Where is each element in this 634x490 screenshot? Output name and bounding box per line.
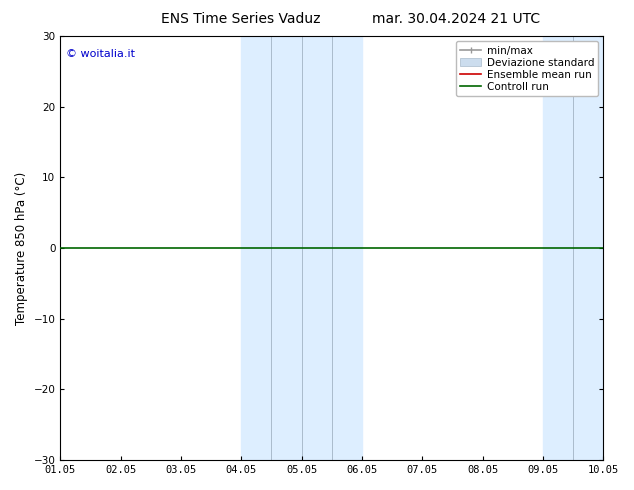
Text: ENS Time Series Vaduz: ENS Time Series Vaduz [161,12,321,26]
Bar [543,36,604,460]
Text: © woitalia.it: © woitalia.it [66,49,134,59]
Text: mar. 30.04.2024 21 UTC: mar. 30.04.2024 21 UTC [372,12,541,26]
Legend: min/max, Deviazione standard, Ensemble mean run, Controll run: min/max, Deviazione standard, Ensemble m… [456,41,598,96]
Bar [242,36,362,460]
Y-axis label: Temperature 850 hPa (°C): Temperature 850 hPa (°C) [15,172,28,325]
